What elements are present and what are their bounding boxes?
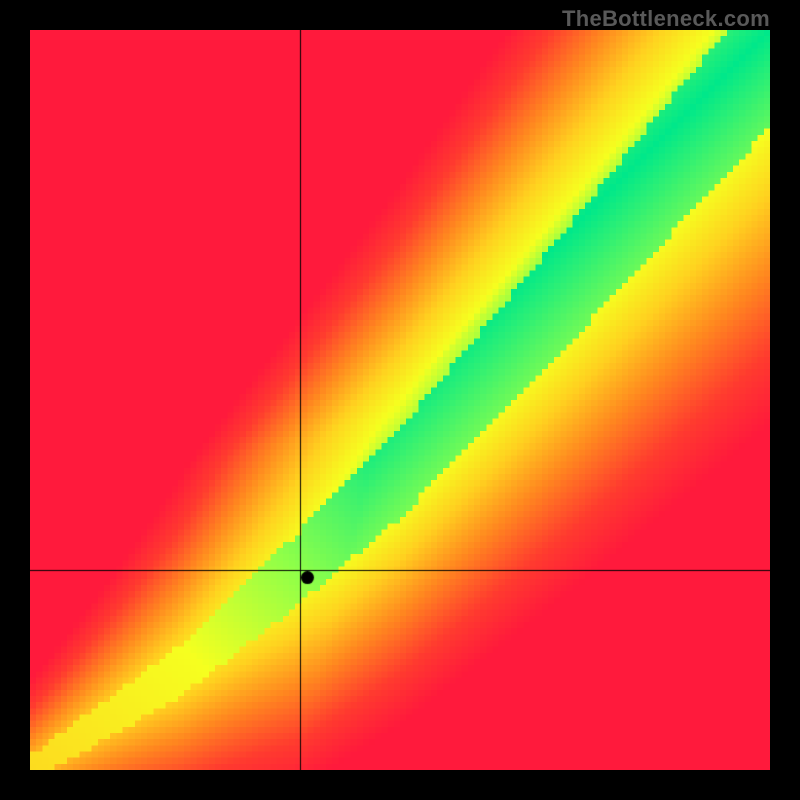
chart-frame: TheBottleneck.com xyxy=(0,0,800,800)
crosshair-overlay xyxy=(30,30,770,770)
watermark-text: TheBottleneck.com xyxy=(562,6,770,32)
